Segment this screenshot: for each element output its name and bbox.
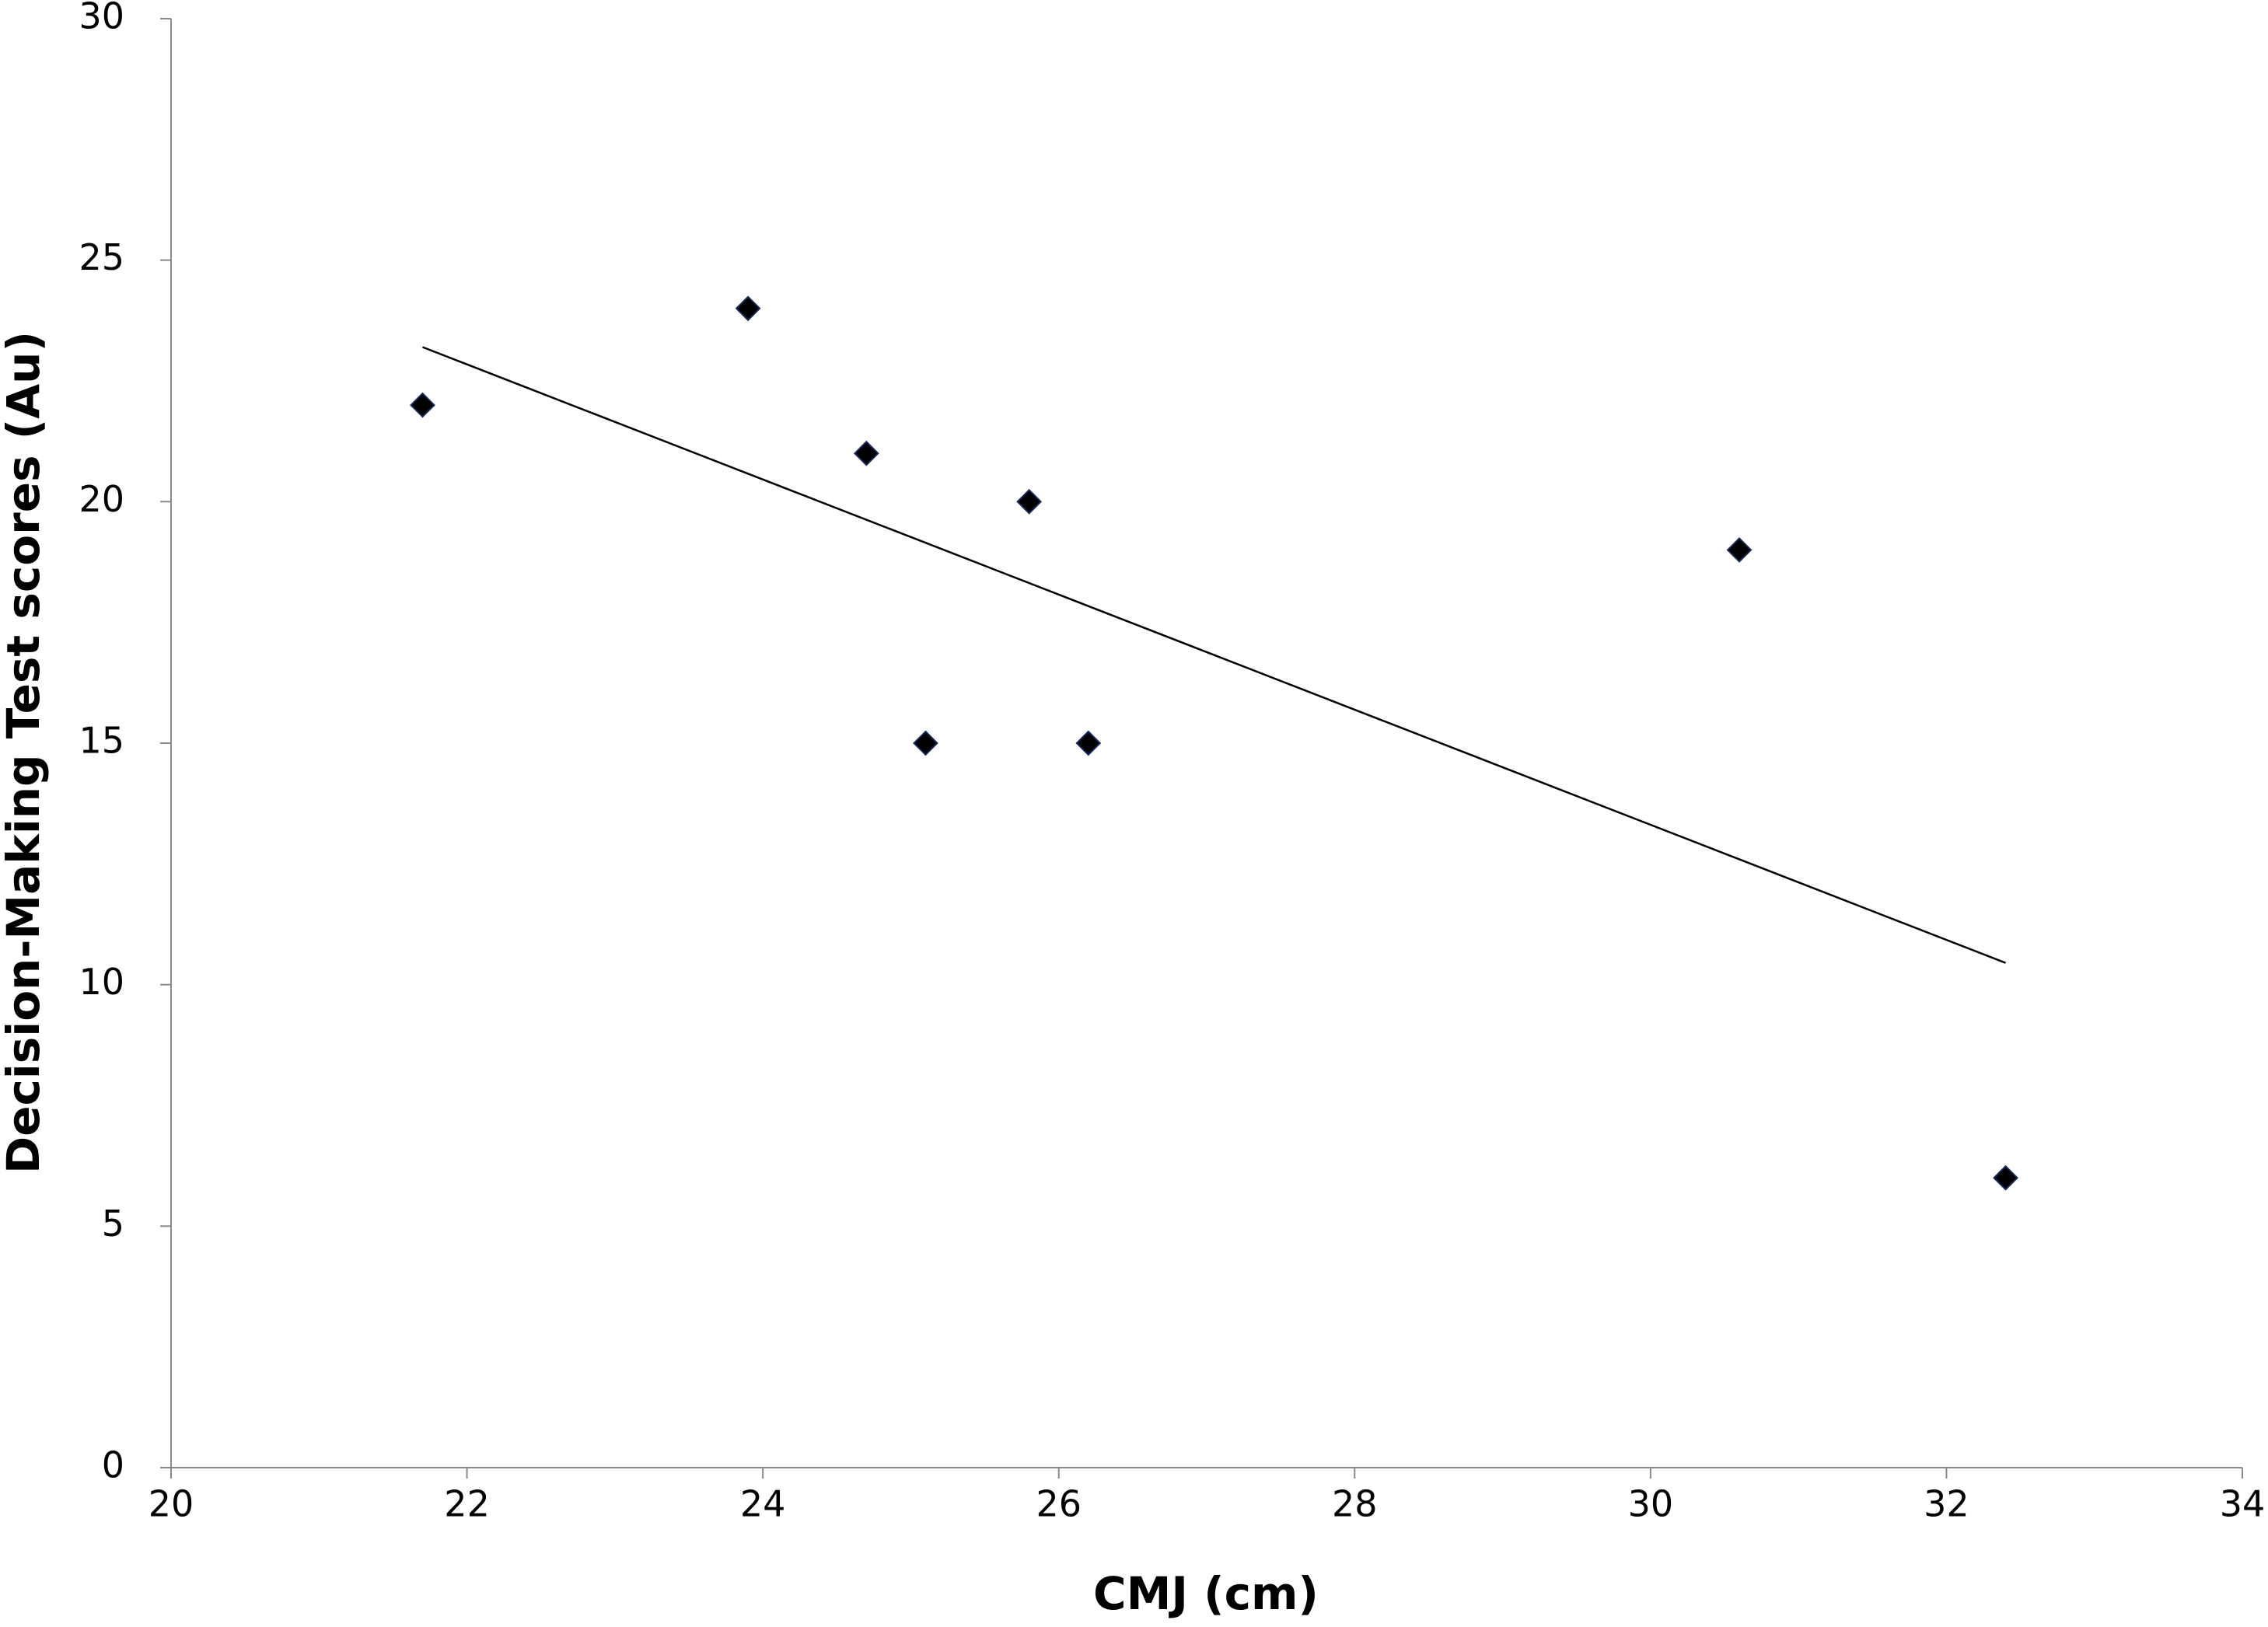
x-tick-label: 26 (1036, 1483, 1082, 1525)
y-tick-label: 30 (79, 0, 124, 37)
x-tick-label: 24 (740, 1483, 786, 1525)
point (913, 730, 938, 756)
x-tick-label: 20 (149, 1483, 194, 1525)
point (1993, 1164, 2018, 1191)
x-tick-label: 22 (444, 1483, 490, 1525)
x-tick-label: 32 (1924, 1483, 1969, 1525)
y-tick-label: 15 (79, 720, 124, 762)
point (853, 440, 879, 466)
x-tick-label: 28 (1332, 1483, 1378, 1525)
x-axis-title: CMJ (cm) (1093, 1567, 1319, 1620)
y-tick-label: 10 (79, 961, 124, 1003)
trend-line (422, 346, 2006, 964)
point (1726, 537, 1753, 563)
point (1075, 730, 1102, 756)
point (410, 392, 435, 418)
y-axis-title: Decision-Making Test scores (Au) (0, 331, 50, 1174)
point (1016, 488, 1043, 515)
y-tick-label: 20 (79, 478, 124, 520)
y-tick-label: 0 (102, 1444, 124, 1486)
y-tick-label: 25 (79, 236, 124, 278)
y-tick-label: 5 (102, 1203, 124, 1245)
x-tick-label: 30 (1628, 1483, 1674, 1525)
x-tick-label: 34 (2220, 1483, 2266, 1525)
point (735, 295, 761, 322)
